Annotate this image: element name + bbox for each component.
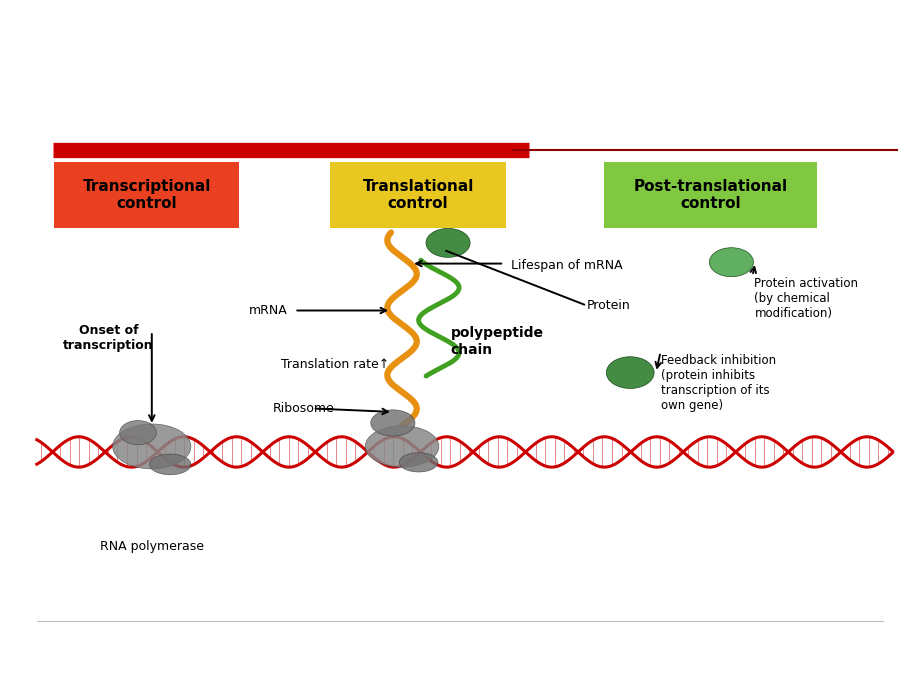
Ellipse shape [113,424,191,469]
FancyBboxPatch shape [604,162,816,228]
Ellipse shape [365,426,438,467]
Ellipse shape [606,357,653,388]
Ellipse shape [709,248,753,277]
Text: Transcriptional
control: Transcriptional control [83,179,210,211]
Text: polypeptide
chain: polypeptide chain [450,326,543,357]
Ellipse shape [370,410,414,436]
Text: Protein: Protein [586,299,630,312]
Ellipse shape [119,421,156,445]
Ellipse shape [150,454,191,475]
Text: Ribosome: Ribosome [272,402,334,415]
Text: Translational
control: Translational control [362,179,473,211]
Text: Translation rate↑: Translation rate↑ [280,358,389,371]
Ellipse shape [399,453,437,472]
Text: RNA polymerase: RNA polymerase [99,540,204,553]
Text: Feedback inhibition
(protein inhibits
transcription of its
own gene): Feedback inhibition (protein inhibits tr… [660,354,775,412]
FancyBboxPatch shape [330,162,505,228]
FancyBboxPatch shape [54,162,239,228]
Ellipse shape [425,228,470,257]
Text: Post-translational
control: Post-translational control [633,179,787,211]
Text: Onset of
transcription: Onset of transcription [63,324,153,353]
Text: Protein activation
(by chemical
modification): Protein activation (by chemical modifica… [754,277,857,320]
Text: Lifespan of mRNA: Lifespan of mRNA [510,259,621,272]
Text: mRNA: mRNA [249,304,288,317]
